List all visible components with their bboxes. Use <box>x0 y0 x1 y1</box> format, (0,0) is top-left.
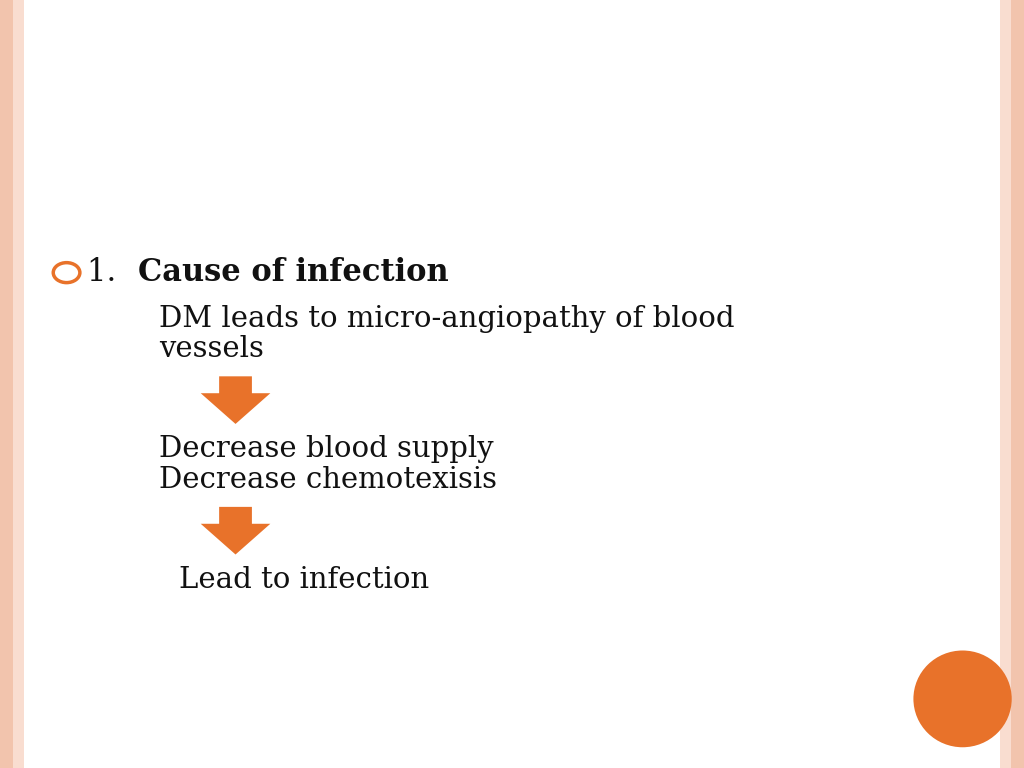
Ellipse shape <box>913 650 1012 747</box>
Text: vessels: vessels <box>159 336 263 363</box>
Bar <box>1000 0 1011 768</box>
Text: Decrease chemotexisis: Decrease chemotexisis <box>159 466 497 494</box>
Bar <box>13 0 24 768</box>
Text: Lead to infection: Lead to infection <box>179 566 429 594</box>
Text: 1.: 1. <box>87 257 126 288</box>
Text: Decrease blood supply: Decrease blood supply <box>159 435 494 463</box>
Bar <box>0 0 13 768</box>
Polygon shape <box>201 376 270 424</box>
Bar <box>1011 0 1024 768</box>
Text: DM leads to micro-angiopathy of blood: DM leads to micro-angiopathy of blood <box>159 305 734 333</box>
Text: Cause of infection: Cause of infection <box>138 257 449 288</box>
Polygon shape <box>201 507 270 554</box>
